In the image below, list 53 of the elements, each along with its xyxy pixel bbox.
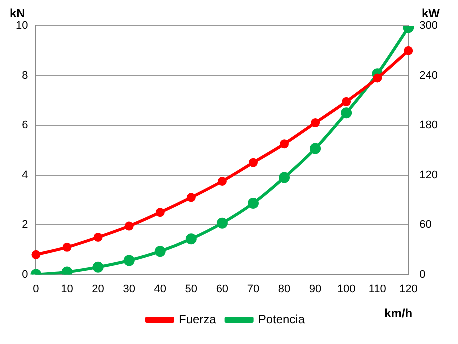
point xyxy=(311,118,320,128)
x-tick-label: 70 xyxy=(247,283,260,296)
point xyxy=(186,193,196,202)
x-tick-label: 110 xyxy=(368,283,386,296)
x-tick-label: 40 xyxy=(154,283,166,296)
x-tick-label: 80 xyxy=(278,283,291,296)
point xyxy=(218,177,227,186)
y2-axis-title: kW xyxy=(422,6,441,20)
point xyxy=(280,140,290,149)
x-tick-label: 30 xyxy=(123,283,136,296)
point xyxy=(62,242,72,252)
point xyxy=(216,218,228,229)
point xyxy=(156,208,165,218)
y-tick-label: 6 xyxy=(22,120,28,132)
point xyxy=(342,97,352,106)
y-tick-label: 4 xyxy=(22,169,28,182)
point xyxy=(94,232,103,242)
point xyxy=(186,234,197,245)
point xyxy=(124,222,134,231)
point xyxy=(62,266,73,275)
x-tick-label: 120 xyxy=(399,283,418,296)
y2-tick-label: 120 xyxy=(420,169,438,182)
point xyxy=(404,46,414,56)
y-tick-label: 10 xyxy=(16,20,28,32)
x-tick-label: 10 xyxy=(61,283,74,296)
y-tick-label: 0 xyxy=(22,268,28,281)
point xyxy=(341,108,352,119)
point xyxy=(154,246,166,258)
x-tick-label: 20 xyxy=(92,283,104,296)
point xyxy=(32,250,41,260)
point xyxy=(92,262,104,273)
x-tick-label: 90 xyxy=(309,283,322,296)
point xyxy=(124,255,135,266)
x-tick-label: 60 xyxy=(216,283,229,296)
legend-label: Potencia xyxy=(258,312,306,326)
point xyxy=(279,172,290,184)
y2-tick-label: 0 xyxy=(420,268,426,281)
x-tick-label: 50 xyxy=(185,283,198,296)
y-tick-label: 8 xyxy=(22,70,28,82)
legend-label: Fuerza xyxy=(178,312,217,326)
y2-tick-label: 300 xyxy=(420,20,438,32)
y-tick-label: 2 xyxy=(22,219,28,232)
y2-tick-label: 240 xyxy=(420,70,438,82)
point xyxy=(248,198,259,209)
point xyxy=(373,74,382,83)
point xyxy=(310,143,322,154)
x-tick-label: 100 xyxy=(337,283,356,296)
y2-tick-label: 60 xyxy=(420,219,432,232)
y2-tick-label: 180 xyxy=(420,120,438,132)
y-axis-title: kN xyxy=(10,6,26,20)
x-axis-title: km/h xyxy=(384,306,413,320)
x-tick-label: 0 xyxy=(33,283,40,296)
point xyxy=(248,158,258,168)
